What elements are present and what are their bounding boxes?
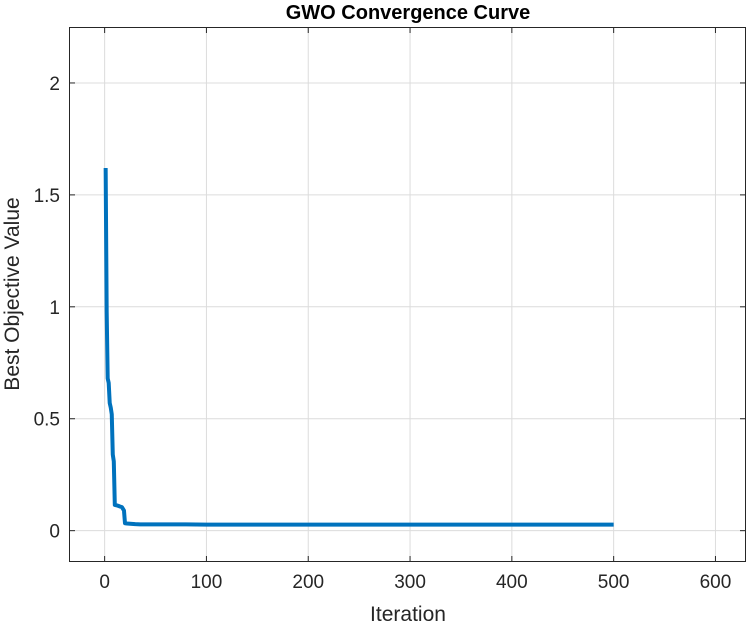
y-tick-label: 1	[49, 298, 60, 319]
y-tick-label: 2	[49, 74, 60, 95]
plot-background	[69, 27, 746, 562]
x-tick-label: 300	[394, 572, 426, 593]
x-tick-label: 100	[191, 572, 223, 593]
y-axis-label: Best Objective Value	[1, 197, 24, 390]
x-tick-label: 400	[496, 572, 528, 593]
x-axis-label: Iteration	[370, 603, 446, 626]
chart-title: GWO Convergence Curve	[286, 2, 531, 24]
x-axis-ticks: 0 100 200 300 400 500 600	[99, 27, 731, 593]
plot-area	[69, 27, 746, 562]
convergence-line	[103, 168, 614, 527]
y-axis-ticks: 0 0.5 1 1.5 2	[34, 74, 746, 543]
x-tick-label: 200	[292, 572, 324, 593]
x-tick-label: 500	[598, 572, 630, 593]
series-layer	[103, 168, 614, 527]
x-tick-label: 0	[99, 572, 110, 593]
x-tick-label: 600	[700, 572, 732, 593]
axes-box	[69, 27, 746, 562]
grid	[69, 27, 746, 562]
y-tick-label: 0	[49, 522, 60, 543]
y-tick-label: 0.5	[34, 410, 60, 431]
axes-frame	[69, 27, 746, 562]
y-tick-label: 1.5	[34, 186, 60, 207]
